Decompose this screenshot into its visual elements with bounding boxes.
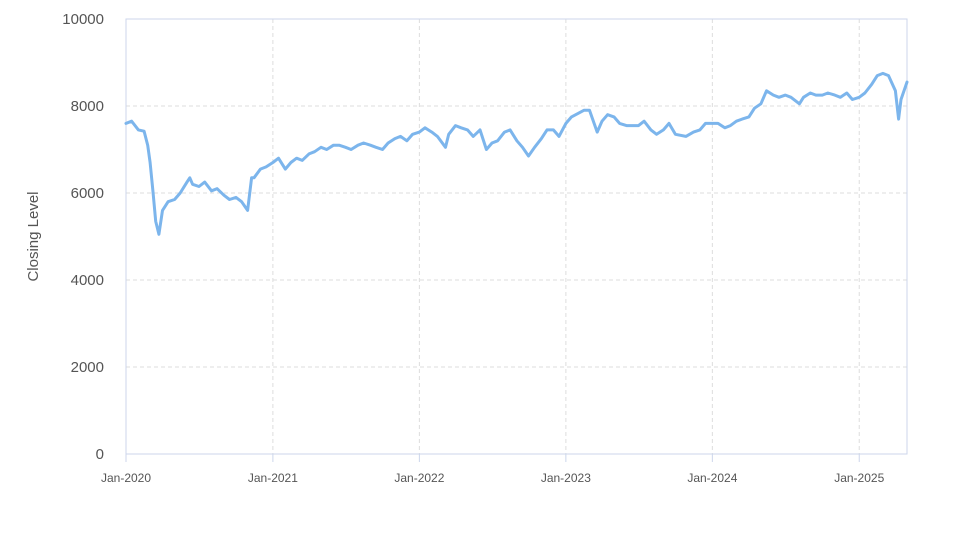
y-tick-label: 4000 <box>71 272 104 289</box>
y-tick-label: 6000 <box>71 185 104 202</box>
y-axis-title: Closing Level <box>25 191 42 281</box>
x-tick-label: Jan-2022 <box>394 471 444 485</box>
series-line <box>124 71 909 236</box>
x-tick-label: Jan-2025 <box>834 471 884 485</box>
x-tick-label: Jan-2021 <box>248 471 298 485</box>
y-tick-label: 8000 <box>71 98 104 115</box>
plot-frame <box>125 18 908 455</box>
x-tick-label: Jan-2024 <box>687 471 737 485</box>
y-tick-label: 2000 <box>71 359 104 376</box>
y-tick-label: 0 <box>96 446 104 463</box>
y-tick-label: 10000 <box>62 11 104 28</box>
x-tick-label: Jan-2023 <box>541 471 591 485</box>
x-axis: Jan-2020 Jan-2021 Jan-2022 Jan-2023 Jan-2024… <box>101 453 907 485</box>
y-axis: 0 2000 4000 6000 8000 10000 <box>62 11 104 463</box>
x-tick-label: Jan-2020 <box>101 471 151 485</box>
grid-lines <box>126 18 907 454</box>
